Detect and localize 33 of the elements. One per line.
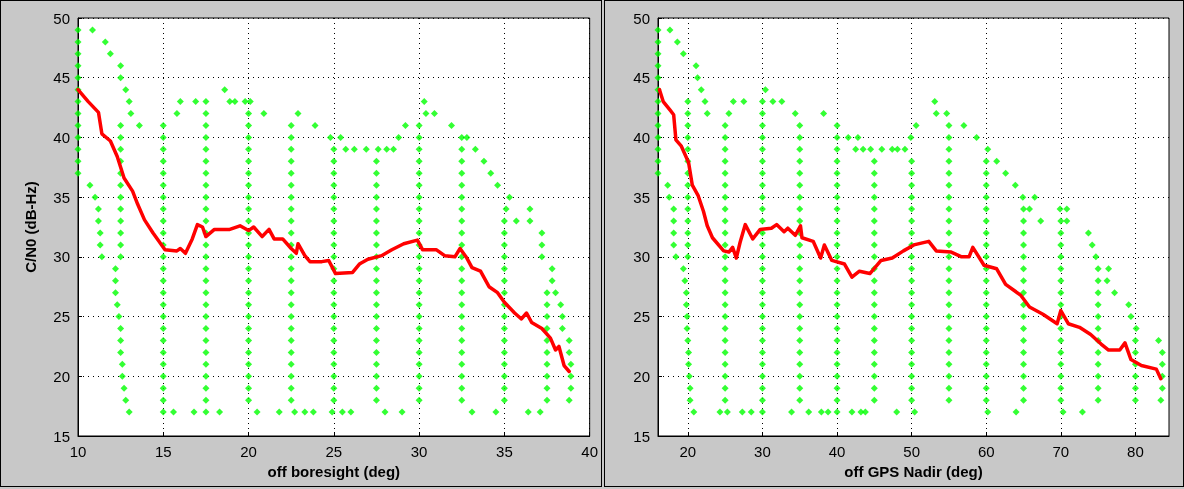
x-tick-label: 40 xyxy=(581,443,598,460)
y-tick-label: 45 xyxy=(53,69,70,87)
y-tick-label: 15 xyxy=(633,427,650,445)
y-tick-label: 45 xyxy=(633,69,650,87)
x-tick-label: 15 xyxy=(154,443,172,460)
y-tick-label: 30 xyxy=(633,248,650,266)
x-axis-title: off boresight (deg) xyxy=(267,462,401,480)
y-tick-label: 35 xyxy=(53,188,70,206)
y-tick-label: 25 xyxy=(53,308,70,326)
y-tick-label: 40 xyxy=(53,128,70,146)
y-tick-label: 15 xyxy=(53,427,70,445)
x-tick-label: 20 xyxy=(240,443,257,460)
x-tick-label: 60 xyxy=(977,443,995,460)
x-tick-label: 10 xyxy=(69,443,87,460)
x-tick-label: 35 xyxy=(496,443,513,460)
y-tick-label: 30 xyxy=(53,248,70,266)
x-axis-title: off GPS Nadir (deg) xyxy=(844,462,983,480)
x-tick-label: 70 xyxy=(1052,443,1070,460)
x-tick-label: 50 xyxy=(903,443,920,460)
x-tick-label: 80 xyxy=(1127,443,1144,460)
x-tick-label: 40 xyxy=(828,443,846,460)
y-axis-title: C/N0 (dB-Hz) xyxy=(22,181,39,273)
x-tick-label: 20 xyxy=(679,443,697,460)
x-tick-label: 25 xyxy=(325,443,343,460)
y-tick-label: 20 xyxy=(53,367,70,385)
x-tick-label: 30 xyxy=(754,443,771,460)
y-tick-label: 40 xyxy=(633,128,650,146)
y-tick-label: 50 xyxy=(53,9,70,27)
y-tick-label: 35 xyxy=(633,188,650,206)
x-tick-label: 30 xyxy=(410,443,428,460)
y-tick-label: 20 xyxy=(633,367,650,385)
y-tick-label: 25 xyxy=(633,308,650,326)
y-tick-label: 50 xyxy=(633,9,650,27)
